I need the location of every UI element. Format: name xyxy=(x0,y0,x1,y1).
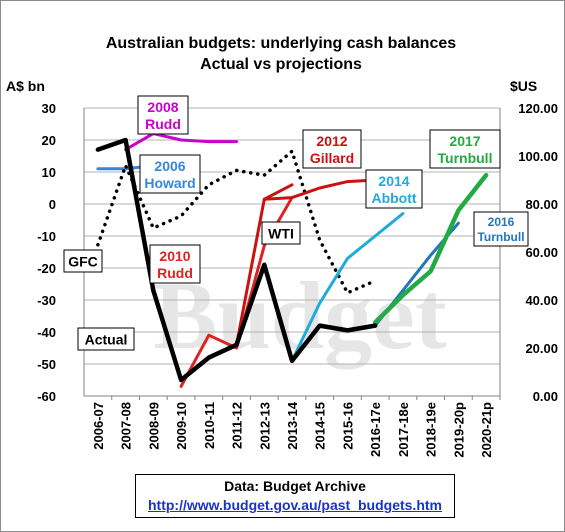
label-box xyxy=(149,244,201,284)
x-tick-label: 2011-12 xyxy=(230,402,245,449)
y-right-tick-label: 20.00 xyxy=(525,341,558,356)
chart-title: Australian budgets: underlying cash bala… xyxy=(106,35,456,52)
label-text: 2012 xyxy=(316,133,347,149)
label-text: Howard xyxy=(144,175,195,191)
y-left-tick-label: 20 xyxy=(42,133,56,148)
y-left-tick-label: -30 xyxy=(37,293,56,308)
label-text: 2008 xyxy=(147,99,178,115)
source-box: Data: Budget Archive http://www.budget.g… xyxy=(135,474,455,518)
label-text: 2010 xyxy=(159,248,190,264)
series-label-gfc: GFC xyxy=(63,249,103,273)
x-tick-label: 2006-07 xyxy=(91,402,106,450)
y-right-tick-label: 100.00 xyxy=(518,149,558,164)
label-box xyxy=(261,221,301,245)
x-tick-label: 2018-19e xyxy=(424,402,439,457)
series-line-2012-gillard xyxy=(262,178,377,201)
label-text: Turnbull xyxy=(477,230,524,244)
y-left-tick-label: 30 xyxy=(42,101,56,116)
series-label-wti: WTI xyxy=(261,221,301,245)
label-box xyxy=(302,129,362,169)
x-tick-label: 2007-08 xyxy=(119,402,134,450)
label-text: Gillard xyxy=(310,150,354,166)
y-right-tick-label: 80.00 xyxy=(525,197,558,212)
label-text: Turnbull xyxy=(438,150,493,166)
x-tick-label: 2015-16 xyxy=(340,402,355,450)
label-box xyxy=(137,95,189,135)
label-box xyxy=(139,154,201,194)
label-box xyxy=(429,129,501,169)
source-link[interactable]: http://www.budget.gov.au/past_budgets.ht… xyxy=(148,497,442,513)
label-box xyxy=(473,211,529,247)
label-text: Abbott xyxy=(371,190,416,206)
label-text: Rudd xyxy=(157,265,193,281)
label-box xyxy=(77,327,135,351)
series-line-wti xyxy=(96,149,377,295)
y-right-tick-label: 0.00 xyxy=(533,389,558,404)
y-left-tick-label: -50 xyxy=(37,357,56,372)
label-text: Actual xyxy=(85,332,128,348)
label-text: GFC xyxy=(68,254,98,270)
y-left-tick-label: -20 xyxy=(37,261,56,276)
y-left-axis-label: A$ bn xyxy=(6,78,45,94)
label-text: 2016 xyxy=(488,215,515,229)
x-tick-label: 2010-11 xyxy=(202,402,217,449)
label-text: Rudd xyxy=(145,116,181,132)
series-line-actual xyxy=(95,137,378,383)
series-line-2017-turnbull xyxy=(372,172,489,325)
x-tick-label: 2009-10 xyxy=(174,402,189,450)
label-text: 2017 xyxy=(449,133,480,149)
x-tick-label: 2019-20p xyxy=(451,402,466,458)
y-left-tick-label: 0 xyxy=(49,197,56,212)
series-line-2008-rudd xyxy=(124,132,238,152)
y-right-tick-label: 120.00 xyxy=(518,101,558,116)
label-box xyxy=(63,249,103,273)
series-label-actual: Actual xyxy=(77,327,135,351)
y-left-tick-label: -10 xyxy=(37,229,56,244)
y-left-tick-label: 10 xyxy=(42,165,56,180)
y-left-tick-label: -60 xyxy=(37,389,56,404)
y-right-tick-label: 60.00 xyxy=(525,245,558,260)
x-tick-label: 2014-15 xyxy=(313,402,328,450)
x-tick-label: 2016-17e xyxy=(368,402,383,457)
x-tick-label: 2008-09 xyxy=(146,402,161,450)
y-left-tick-label: -40 xyxy=(37,325,56,340)
x-tick-label: 2017-18e xyxy=(396,402,411,457)
label-text: 2006 xyxy=(154,158,185,174)
y-right-axis-label: $US xyxy=(510,78,537,94)
source-title: Data: Budget Archive xyxy=(224,478,366,494)
label-box xyxy=(365,169,423,209)
x-tick-label: 2013-14 xyxy=(285,401,300,449)
label-text: 2014 xyxy=(378,173,409,189)
x-tick-label: 2020-21p xyxy=(479,402,494,458)
x-tick-label: 2012-13 xyxy=(257,402,272,450)
chart-subtitle: Actual vs projections xyxy=(200,56,362,73)
label-text: WTI xyxy=(268,226,294,242)
series-line-2014-abbott xyxy=(290,212,405,363)
y-right-tick-label: 40.00 xyxy=(525,293,558,308)
